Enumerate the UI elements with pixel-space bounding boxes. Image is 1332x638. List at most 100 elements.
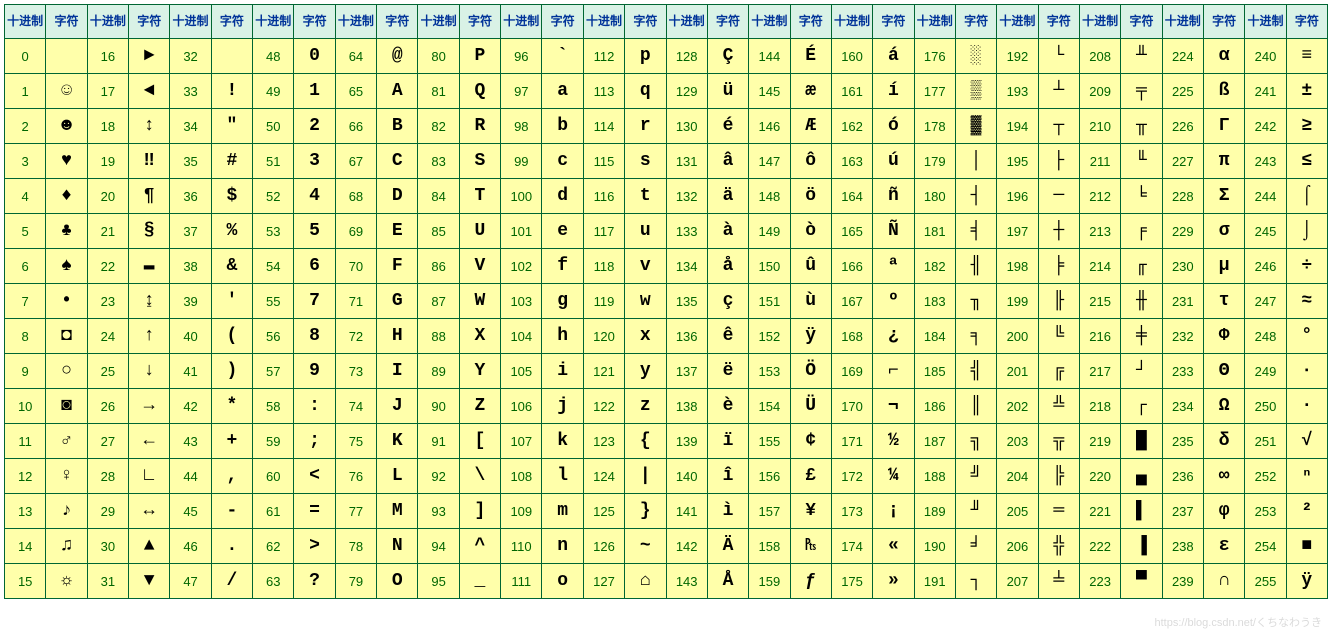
- dec-cell: 241: [1245, 74, 1286, 109]
- dec-cell: 122: [583, 389, 624, 424]
- dec-cell: 137: [666, 354, 707, 389]
- dec-cell: 79: [335, 564, 376, 599]
- table-row: 9○25↓41)57973I89Y105i121y137ë153Ö169⌐185…: [5, 354, 1328, 389]
- char-cell: α: [1203, 39, 1244, 74]
- char-cell: ô: [790, 144, 831, 179]
- char-cell: ←: [129, 424, 170, 459]
- char-cell: î: [707, 459, 748, 494]
- char-cell: Ä: [707, 529, 748, 564]
- char-cell: b: [542, 109, 583, 144]
- dec-cell: 157: [749, 494, 790, 529]
- dec-cell: 159: [749, 564, 790, 599]
- dec-cell: 245: [1245, 214, 1286, 249]
- char-cell: `: [542, 39, 583, 74]
- char-cell: █: [1121, 424, 1162, 459]
- char-cell: è: [707, 389, 748, 424]
- char-cell: ☼: [46, 564, 87, 599]
- dec-cell: 161: [831, 74, 872, 109]
- dec-cell: 96: [501, 39, 542, 74]
- char-cell: S: [459, 144, 500, 179]
- char-cell: :: [294, 389, 335, 424]
- char-cell: +: [211, 424, 252, 459]
- char-cell: ⌠: [1286, 179, 1327, 214]
- dec-cell: 50: [253, 109, 294, 144]
- char-cell: e: [542, 214, 583, 249]
- dec-cell: 66: [335, 109, 376, 144]
- dec-cell: 168: [831, 319, 872, 354]
- dec-cell: 37: [170, 214, 211, 249]
- dec-cell: 3: [5, 144, 46, 179]
- char-cell: │: [955, 144, 996, 179]
- char-cell: O: [377, 564, 418, 599]
- dec-cell: 42: [170, 389, 211, 424]
- col-header-dec: 十进制: [1079, 5, 1120, 39]
- dec-cell: 117: [583, 214, 624, 249]
- dec-cell: 254: [1245, 529, 1286, 564]
- char-cell: ♪: [46, 494, 87, 529]
- dec-cell: 87: [418, 284, 459, 319]
- char-cell: º: [873, 284, 914, 319]
- char-cell: {: [625, 424, 666, 459]
- char-cell: V: [459, 249, 500, 284]
- char-cell: ï: [707, 424, 748, 459]
- char-cell: ¬: [873, 389, 914, 424]
- dec-cell: 72: [335, 319, 376, 354]
- dec-cell: 115: [583, 144, 624, 179]
- char-cell: Z: [459, 389, 500, 424]
- char-cell: ╙: [1121, 144, 1162, 179]
- char-cell: ¡: [873, 494, 914, 529]
- char-cell: 1: [294, 74, 335, 109]
- char-cell: ¥: [790, 494, 831, 529]
- table-row: 7•23↨39'55771G87W103g119w135ç151ù167º183…: [5, 284, 1328, 319]
- dec-cell: 80: [418, 39, 459, 74]
- char-cell: Ö: [790, 354, 831, 389]
- dec-cell: 151: [749, 284, 790, 319]
- dec-cell: 170: [831, 389, 872, 424]
- char-cell: ₧: [790, 529, 831, 564]
- char-cell: µ: [1203, 249, 1244, 284]
- char-cell: ÿ: [1286, 564, 1327, 599]
- char-cell: ∩: [1203, 564, 1244, 599]
- table-row: 14♫30▲46.62>78N94^110n126~142Ä158₧174«19…: [5, 529, 1328, 564]
- dec-cell: 68: [335, 179, 376, 214]
- ascii-table: 十进制字符十进制字符十进制字符十进制字符十进制字符十进制字符十进制字符十进制字符…: [4, 4, 1328, 599]
- dec-cell: 201: [997, 354, 1038, 389]
- dec-cell: 9: [5, 354, 46, 389]
- char-cell: ½: [873, 424, 914, 459]
- dec-cell: 118: [583, 249, 624, 284]
- char-cell: ╠: [1038, 459, 1079, 494]
- char-cell: [211, 39, 252, 74]
- dec-cell: 235: [1162, 424, 1203, 459]
- dec-cell: 86: [418, 249, 459, 284]
- char-cell: ╥: [1121, 109, 1162, 144]
- char-cell: ·: [1286, 389, 1327, 424]
- col-header-char: 字符: [790, 5, 831, 39]
- char-cell: ○: [46, 354, 87, 389]
- dec-cell: 249: [1245, 354, 1286, 389]
- dec-cell: 176: [914, 39, 955, 74]
- dec-cell: 193: [997, 74, 1038, 109]
- dec-cell: 184: [914, 319, 955, 354]
- char-cell: $: [211, 179, 252, 214]
- table-row: 4♦20¶36$52468D84T100d116t132ä148ö164ñ180…: [5, 179, 1328, 214]
- dec-cell: 108: [501, 459, 542, 494]
- dec-cell: 164: [831, 179, 872, 214]
- dec-cell: 187: [914, 424, 955, 459]
- dec-cell: 49: [253, 74, 294, 109]
- col-header-dec: 十进制: [749, 5, 790, 39]
- char-cell: ): [211, 354, 252, 389]
- dec-cell: 106: [501, 389, 542, 424]
- dec-cell: 171: [831, 424, 872, 459]
- dec-cell: 58: [253, 389, 294, 424]
- dec-cell: 233: [1162, 354, 1203, 389]
- char-cell: ♫: [46, 529, 87, 564]
- dec-cell: 253: [1245, 494, 1286, 529]
- char-cell: x: [625, 319, 666, 354]
- dec-cell: 177: [914, 74, 955, 109]
- char-cell: ╜: [955, 494, 996, 529]
- dec-cell: 215: [1079, 284, 1120, 319]
- dec-cell: 229: [1162, 214, 1203, 249]
- char-cell: ú: [873, 144, 914, 179]
- dec-cell: 18: [87, 109, 128, 144]
- char-cell: g: [542, 284, 583, 319]
